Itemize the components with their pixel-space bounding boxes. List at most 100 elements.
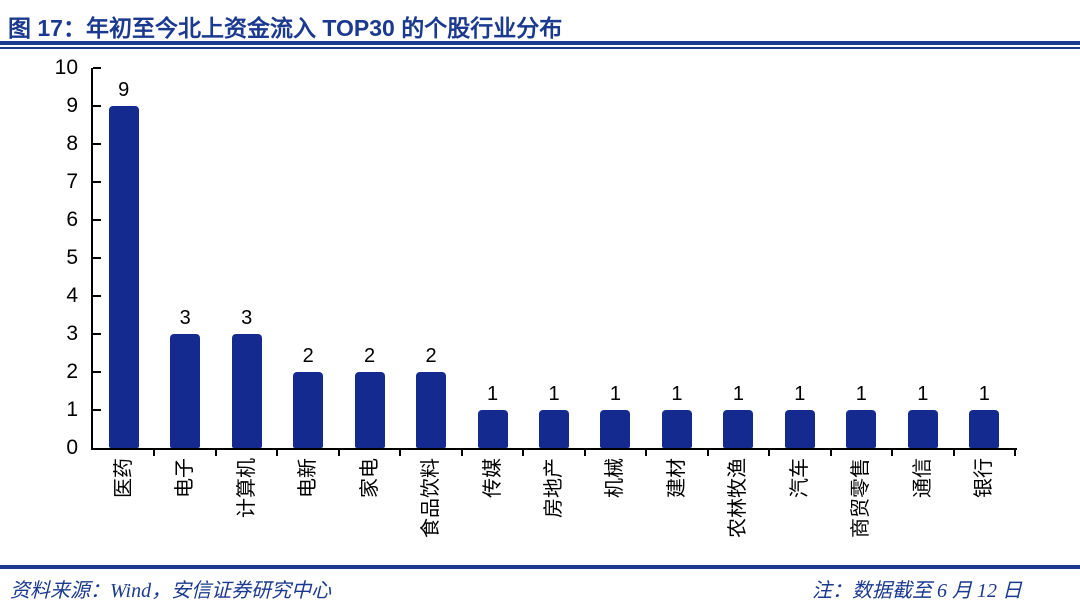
y-axis-line bbox=[91, 68, 93, 450]
bar-value-label: 3 bbox=[241, 307, 253, 329]
bar bbox=[354, 372, 385, 448]
figure-header: 图 17：年初至今北上资金流入 TOP30 的个股行业分布 bbox=[0, 0, 1080, 41]
y-axis-tick bbox=[93, 219, 101, 221]
x-axis-tick bbox=[1014, 450, 1016, 456]
bar bbox=[170, 334, 201, 448]
x-axis-tick bbox=[706, 450, 709, 456]
x-axis-label-text: 通信 bbox=[911, 458, 934, 498]
y-axis-tick-label: 4 bbox=[66, 284, 78, 307]
bar bbox=[231, 334, 262, 448]
bar bbox=[477, 410, 508, 448]
y-axis-tick-label: 0 bbox=[66, 436, 78, 459]
title-rule-thin bbox=[0, 47, 1080, 49]
y-axis-tick bbox=[93, 371, 101, 373]
y-axis-tick bbox=[93, 257, 101, 259]
y-axis-tick-label: 5 bbox=[66, 246, 78, 269]
x-axis-label: 食品饮料 bbox=[399, 458, 463, 598]
y-axis-tick bbox=[93, 181, 101, 183]
bar bbox=[661, 410, 692, 448]
x-axis-tick bbox=[522, 450, 525, 456]
y-axis-tick bbox=[93, 295, 101, 297]
y-axis-tick-label: 8 bbox=[66, 132, 78, 155]
bar bbox=[600, 410, 631, 448]
bar-value-label: 1 bbox=[486, 383, 499, 405]
x-axis-label: 汽车 bbox=[768, 458, 832, 598]
bar-value-label: 2 bbox=[425, 345, 437, 367]
bar-value-label: 1 bbox=[917, 383, 929, 405]
source-note: 资料来源：Wind，安信证券研究中心 bbox=[10, 580, 332, 602]
bar-value-label: 1 bbox=[609, 383, 622, 405]
x-axis-tick bbox=[829, 450, 832, 456]
y-axis-tick-label: 10 bbox=[54, 56, 78, 79]
x-axis-label-text: 电子 bbox=[174, 458, 197, 498]
bar bbox=[784, 410, 815, 448]
y-axis-tick bbox=[93, 333, 101, 335]
x-axis-tick bbox=[399, 450, 402, 456]
bar bbox=[293, 372, 324, 448]
x-axis-label: 农林牧渔 bbox=[706, 458, 770, 598]
y-axis-tick bbox=[93, 409, 101, 411]
x-axis-label: 家电 bbox=[338, 458, 402, 598]
x-axis-label: 机械 bbox=[583, 458, 647, 598]
x-axis-line bbox=[91, 448, 1017, 450]
bar bbox=[108, 106, 139, 448]
x-axis-label-text: 农林牧渔 bbox=[727, 458, 750, 538]
y-axis-tick-label: 6 bbox=[66, 208, 78, 231]
y-axis-tick-label: 9 bbox=[66, 94, 78, 117]
bar-value-label: 3 bbox=[179, 307, 191, 329]
y-axis-tick-label: 7 bbox=[66, 170, 78, 193]
bar-value-label: 2 bbox=[364, 345, 376, 367]
x-axis-tick bbox=[214, 450, 217, 456]
x-axis-label-text: 食品饮料 bbox=[420, 458, 443, 538]
bar-value-label: 1 bbox=[671, 383, 683, 405]
y-axis-tick-label: 2 bbox=[66, 360, 78, 383]
x-axis-label: 商贸零售 bbox=[829, 458, 893, 598]
bar-value-label: 1 bbox=[855, 383, 867, 405]
x-axis-tick bbox=[583, 450, 586, 456]
x-axis-label: 计算机 bbox=[215, 458, 279, 598]
bar-value-label: 1 bbox=[794, 383, 806, 405]
x-axis-tick bbox=[153, 450, 156, 456]
x-axis-label: 电子 bbox=[153, 458, 217, 598]
bar bbox=[723, 410, 754, 448]
x-axis-tick bbox=[768, 450, 771, 456]
title-rule-gap bbox=[0, 45, 1080, 47]
bar bbox=[416, 372, 447, 448]
x-axis-label-text: 计算机 bbox=[235, 458, 258, 518]
x-axis-label: 电新 bbox=[276, 458, 340, 598]
figure-title: 图 17：年初至今北上资金流入 TOP30 的个股行业分布 bbox=[8, 15, 563, 41]
x-axis-tick bbox=[952, 450, 955, 456]
y-axis-tick-label: 3 bbox=[66, 322, 78, 345]
x-axis-label-text: 银行 bbox=[973, 458, 996, 498]
x-axis-label-text: 传媒 bbox=[481, 458, 504, 498]
x-axis-label: 银行 bbox=[952, 458, 1016, 598]
title-rule-thick bbox=[0, 41, 1080, 45]
x-axis-label: 通信 bbox=[891, 458, 955, 598]
bar bbox=[846, 410, 877, 448]
bar bbox=[969, 410, 1000, 448]
x-axis-label-text: 家电 bbox=[358, 458, 381, 498]
x-axis-label-text: 电新 bbox=[297, 458, 320, 498]
bar bbox=[907, 410, 938, 448]
y-axis-tick bbox=[93, 105, 101, 107]
x-axis-label: 医药 bbox=[92, 458, 156, 598]
bar-chart: 0 1 2 3 4 5 6 7 8 9 10 9 医药 3 电子 3 计算机 2 电新 2 家电 2 食品饮料 1 传媒 1 房地产… bbox=[0, 49, 1080, 565]
x-axis-label-text: 机械 bbox=[604, 458, 627, 498]
x-axis-label: 建材 bbox=[645, 458, 709, 598]
y-axis-tick-label: 1 bbox=[66, 398, 78, 421]
bar-value-label: 9 bbox=[118, 79, 130, 101]
bar-value-label: 1 bbox=[548, 383, 560, 405]
x-axis-label-text: 汽车 bbox=[788, 458, 811, 498]
y-axis-tick bbox=[93, 143, 101, 145]
x-axis-tick bbox=[645, 450, 648, 456]
x-axis-label-text: 建材 bbox=[665, 458, 688, 498]
x-axis-label: 房地产 bbox=[522, 458, 586, 598]
figure-footer: 资料来源：Wind，安信证券研究中心 注：数据截至 6 月 12 日 bbox=[0, 569, 1080, 608]
bar bbox=[539, 410, 569, 448]
x-axis-label: 传媒 bbox=[461, 458, 525, 598]
bar-value-label: 1 bbox=[732, 383, 744, 405]
x-axis-label-text: 商贸零售 bbox=[850, 458, 873, 538]
bar-value-label: 1 bbox=[978, 383, 990, 405]
footer-rule bbox=[0, 565, 1080, 569]
